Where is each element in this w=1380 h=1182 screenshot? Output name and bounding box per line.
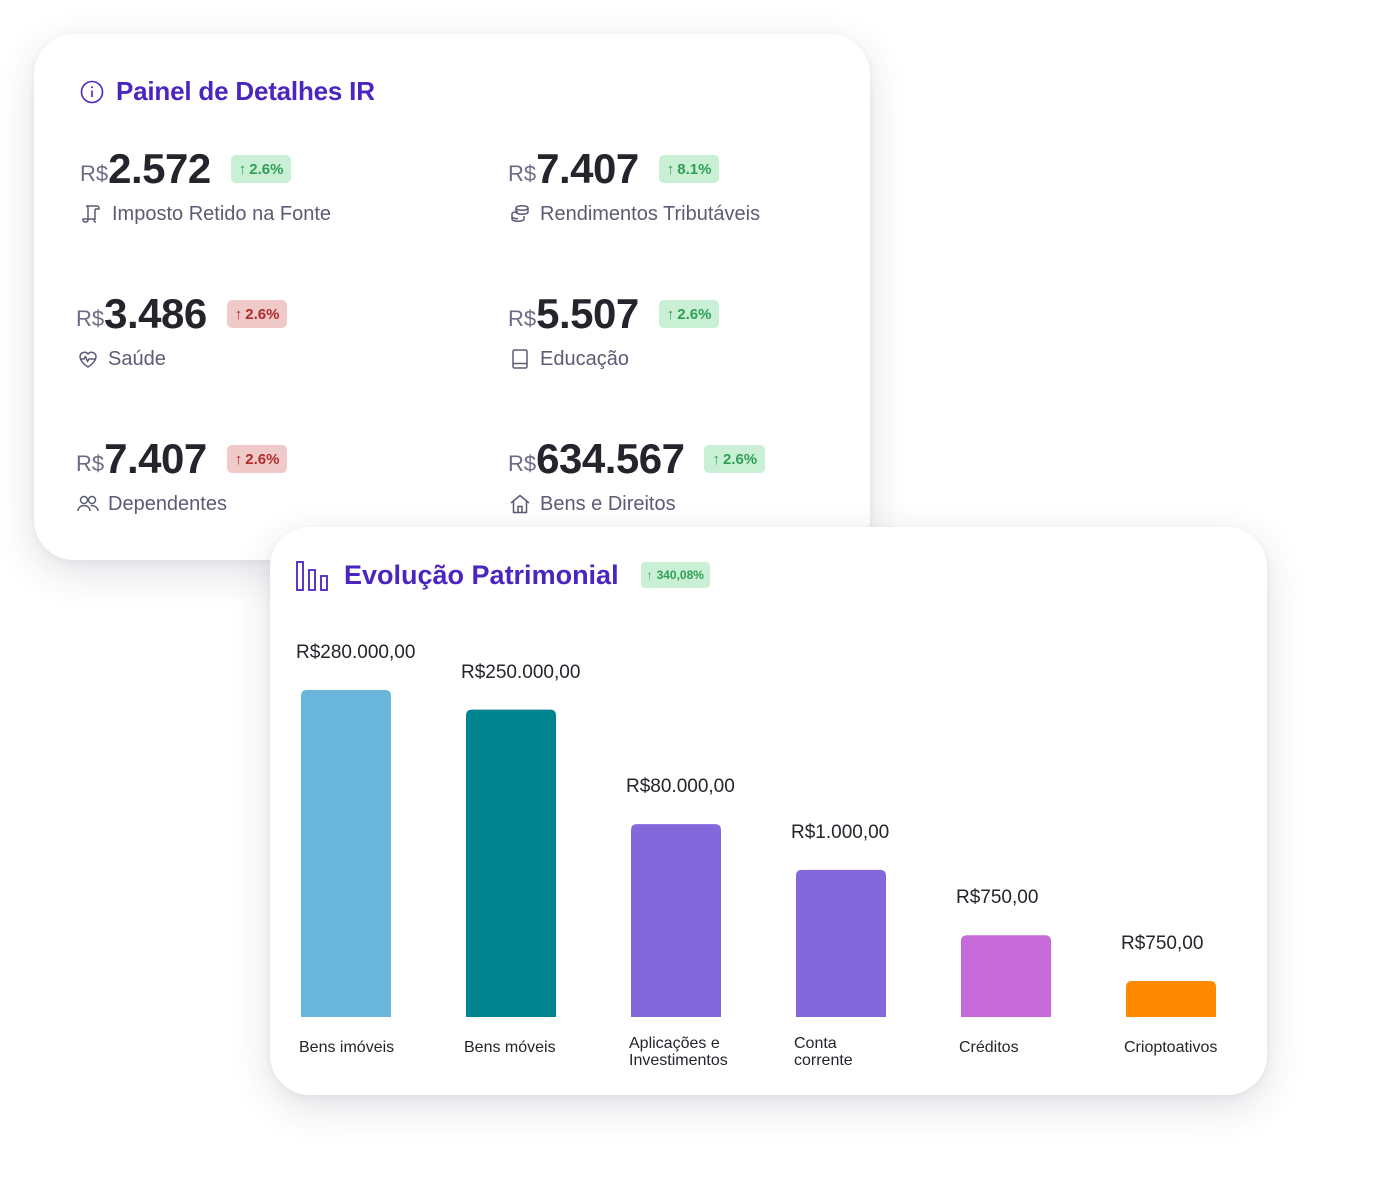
panel-title: Painel de Detalhes IR: [116, 76, 375, 106]
arrow-up-icon: ↑: [646, 568, 653, 582]
growth-value: 340,08%: [656, 568, 704, 582]
bar[interactable]: [631, 824, 721, 1017]
bar-chart-icon: [296, 561, 328, 591]
panel-header: Painel de Detalhes IR: [80, 76, 375, 107]
change-badge: ↑ 2.6%: [226, 445, 288, 473]
currency-symbol: R$: [508, 161, 537, 186]
metric-label: Dependentes: [108, 492, 227, 515]
currency-symbol: R$: [508, 451, 537, 476]
currency-symbol: R$: [76, 451, 105, 476]
chart-title: Evolução Patrimonial: [344, 559, 619, 590]
bar-chart: R$280.000,00 Bens imóveis R$250.000,00 Bens…: [270, 527, 1267, 1095]
bar[interactable]: [466, 709, 556, 1017]
change-value: 2.6%: [245, 305, 280, 323]
currency-symbol: R$: [76, 306, 105, 331]
bar-value-label: R$80.000,00: [626, 776, 735, 798]
currency-symbol: R$: [508, 306, 537, 331]
bar[interactable]: [1126, 981, 1216, 1017]
change-badge: ↑ 2.6%: [658, 300, 720, 328]
heart-pulse-icon: [79, 351, 97, 368]
metric-label: Saúde: [108, 347, 166, 370]
arrow-up-icon: ↑: [712, 450, 720, 468]
category-label: Bens imóveis: [299, 1039, 395, 1056]
metric-amount: 634.567: [536, 435, 685, 482]
bar-value-label: R$1.000,00: [791, 821, 890, 843]
metric-rendimentos[interactable]: R$ 7.407 ↑ 8.1% Rendimentos Tributáveis: [508, 144, 760, 226]
metric-label: Rendimentos Tributáveis: [540, 202, 761, 225]
metric-label: Bens e Direitos: [540, 492, 676, 515]
change-value: 2.6%: [677, 305, 712, 323]
metric-bens-direitos[interactable]: R$ 634.567 ↑ 2.6% Bens e Direitos: [508, 434, 766, 516]
metric-amount: 7.407: [536, 145, 639, 192]
bar-value-label: R$750,00: [956, 887, 1039, 909]
arrow-up-icon: ↑: [666, 160, 675, 178]
book-icon: [512, 349, 528, 369]
bar-value-label: R$250.000,00: [461, 661, 581, 683]
change-badge: ↑ 8.1%: [658, 155, 720, 183]
metric-educacao[interactable]: R$ 5.507 ↑ 2.6% Educação: [508, 289, 720, 371]
bar-value-label: R$750,00: [1121, 933, 1204, 955]
change-value: 2.6%: [722, 450, 758, 468]
growth-badge: ↑ 340,08%: [640, 562, 710, 588]
users-icon: [77, 495, 99, 512]
category-label: Crioptoativos: [1124, 1039, 1218, 1056]
metric-amount: 7.407: [104, 435, 207, 482]
bar-value-label: R$280.000,00: [296, 642, 416, 663]
change-badge: ↑ 2.6%: [704, 445, 766, 473]
metric-label: Imposto Retido na Fonte: [112, 202, 332, 225]
metric-amount: 5.507: [536, 290, 639, 337]
bar[interactable]: [961, 935, 1051, 1017]
change-value: 2.6%: [245, 450, 280, 468]
category-label: Conta corrente: [794, 1035, 853, 1069]
metric-amount: 2.572: [108, 145, 211, 192]
currency-symbol: R$: [80, 161, 109, 186]
info-icon: [80, 80, 104, 103]
metric-imposto-retido[interactable]: R$ 2.572 ↑ 2.6% Imposto Retido na Fonte: [80, 144, 331, 226]
arrow-up-icon: ↑: [666, 305, 675, 323]
bar[interactable]: [796, 869, 886, 1017]
category-label: Bens móveis: [464, 1039, 556, 1056]
patrimonial-evolution-card: Evolução Patrimonial ↑ 340,08% R$280.000,…: [270, 527, 1267, 1095]
ir-details-panel: Painel de Detalhes IR R$ 2.572 ↑ 2.6% Imp…: [34, 34, 870, 560]
arrow-up-icon: ↑: [238, 160, 247, 178]
receipt-icon: [82, 205, 100, 223]
bar[interactable]: [301, 690, 391, 1017]
arrow-up-icon: ↑: [234, 450, 243, 468]
metric-amount: 3.486: [104, 290, 207, 337]
category-label: Aplicações e Investimentos: [629, 1035, 728, 1069]
home-icon: [510, 494, 530, 514]
metric-saude[interactable]: R$ 3.486 ↑ 2.6% Saúde: [76, 289, 288, 371]
category-label: Créditos: [959, 1039, 1019, 1056]
chart-header: Evolução Patrimonial ↑ 340,08%: [296, 559, 710, 591]
change-badge: ↑ 2.6%: [226, 300, 288, 328]
metric-label: Educação: [540, 347, 629, 370]
change-value: 8.1%: [677, 160, 712, 178]
change-badge: ↑ 2.6%: [230, 155, 292, 183]
bars-svg: [301, 690, 1216, 1017]
arrow-up-icon: ↑: [234, 305, 243, 323]
coins-icon: [511, 204, 529, 223]
metric-dependentes[interactable]: R$ 7.407 ↑ 2.6% Dependentes: [76, 434, 288, 516]
change-value: 2.6%: [249, 160, 284, 178]
